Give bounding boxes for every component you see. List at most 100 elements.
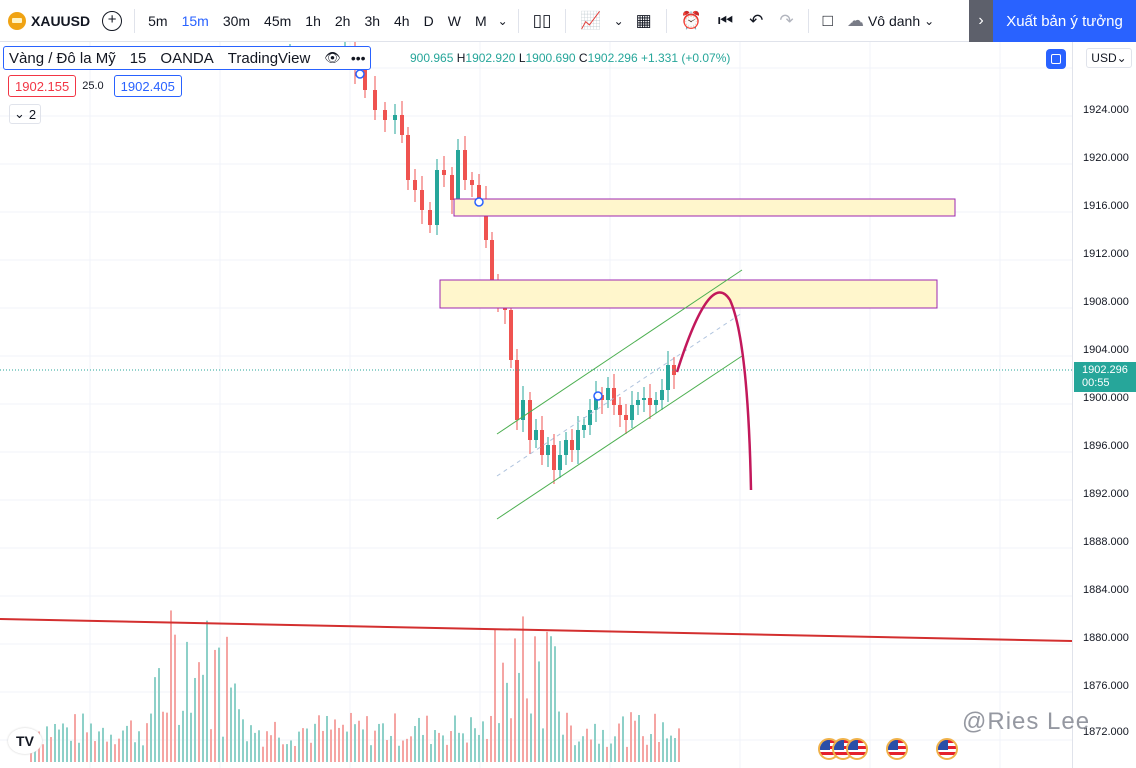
gold-symbol-icon (8, 11, 26, 30)
volume-bar (130, 720, 132, 762)
supply-zone-upper (453, 198, 956, 217)
volume-bar (206, 620, 208, 762)
us-flag-event-icon[interactable] (846, 738, 868, 760)
us-flag-event-icon[interactable] (886, 738, 908, 760)
volume-bar (454, 715, 456, 762)
volume-bar (678, 728, 680, 762)
volume-bar (670, 735, 672, 762)
volume-bar (66, 727, 68, 762)
volume-bar (490, 715, 492, 762)
open-value: 900.965 (410, 51, 454, 65)
replay-icon[interactable]: ⏮ (717, 10, 734, 30)
volume-bar (654, 713, 656, 762)
volume-bar (618, 723, 620, 762)
interval-d[interactable]: D (423, 12, 434, 29)
interval-1h[interactable]: 1h (305, 12, 321, 29)
volume-bar (278, 737, 280, 762)
volume-bar (382, 723, 384, 762)
price-chart[interactable] (0, 42, 1072, 768)
tradingview-logo[interactable]: TV (8, 728, 42, 754)
redo-icon[interactable]: ↷ (779, 10, 794, 30)
chevron-right-icon[interactable]: › (969, 0, 993, 42)
volume-bar (646, 744, 648, 762)
candle-body (406, 135, 410, 180)
volume-bar (306, 728, 308, 762)
cloud-icon: ☁ (846, 10, 864, 30)
volume-bar (366, 716, 368, 762)
magnet-icon[interactable] (1046, 49, 1066, 69)
volume-bar (430, 744, 432, 762)
candle-body (618, 405, 622, 415)
low-value: 1900.690 (525, 51, 576, 65)
price-axis[interactable]: 1924.000 1920.000 1916.000 1912.000 1908… (1072, 42, 1136, 768)
volume-bar (674, 738, 676, 762)
indicators-toggle[interactable]: ⌄ 2 (9, 104, 42, 124)
candlestick-icon[interactable]: ▯▯ (532, 10, 552, 30)
anchor-point (593, 391, 603, 401)
candle-body (450, 175, 454, 200)
sell-price-button[interactable]: 1902.155 (8, 75, 77, 97)
volume-bar (466, 742, 468, 762)
volume-bar (518, 672, 520, 762)
price-tick: 1880.000 (1083, 632, 1129, 644)
volume-bar (302, 728, 304, 762)
buy-price-button[interactable]: 1902.405 (113, 75, 182, 97)
price-tick: 1876.000 (1083, 680, 1129, 692)
us-flag-event-icon[interactable] (936, 738, 958, 760)
more-options-icon[interactable]: ••• (350, 50, 366, 66)
chevron-down-icon[interactable]: ⌄ (613, 13, 624, 28)
interval-w[interactable]: W (447, 12, 461, 29)
candle-body (654, 400, 658, 405)
volume-bar (526, 698, 528, 762)
fullscreen-icon[interactable]: □ (822, 10, 833, 30)
volume-bar (602, 729, 604, 762)
interval-3h[interactable]: 3h (364, 12, 381, 29)
interval-30m[interactable]: 30m (222, 12, 251, 29)
symbol-legend[interactable]: Vàng / Đô la Mỹ 15 OANDA TradingView 👁 •… (3, 46, 371, 70)
volume-bar (470, 717, 472, 762)
volume-bar (614, 736, 616, 762)
layout-grid-icon[interactable]: ▦ (635, 10, 652, 30)
currency-selector[interactable]: USD ⌄ (1086, 48, 1132, 68)
anchor-point (474, 197, 484, 207)
eye-icon[interactable]: 👁 (324, 50, 341, 65)
undo-icon[interactable]: ↶ (749, 10, 764, 30)
volume-bar (42, 744, 44, 762)
high-value: 1902.920 (465, 51, 516, 65)
candle-body (515, 360, 519, 420)
volume-bar (230, 687, 232, 762)
indicators-icon[interactable]: 📈 (580, 10, 602, 30)
candle-body (420, 190, 424, 210)
volume-bar (446, 744, 448, 762)
chevron-down-icon[interactable]: ⌄ (497, 13, 508, 28)
layout-name-button[interactable]: ☁ Vô danh ⌄ (841, 0, 944, 42)
volume-bar (174, 634, 176, 762)
interval-2h[interactable]: 2h (334, 12, 351, 29)
volume-bar (326, 715, 328, 762)
close-label: C (578, 51, 588, 65)
interval-15m[interactable]: 15m (181, 12, 209, 29)
symbol-search-button[interactable]: XAUUSD (0, 0, 98, 42)
publish-idea-button[interactable]: Xuất bản ý tưởng (993, 0, 1136, 42)
interval-5m[interactable]: 5m (148, 12, 168, 29)
volume-bar (594, 723, 596, 762)
interval-45m[interactable]: 45m (264, 12, 292, 29)
volume-bar (402, 740, 404, 762)
volume-bar (262, 746, 264, 762)
volume-bar (386, 739, 388, 762)
volume-bar (482, 721, 484, 762)
volume-bar (514, 638, 516, 762)
alert-clock-icon[interactable]: ⏰ (680, 10, 702, 30)
volume-bar (126, 725, 128, 762)
volume-bar (510, 718, 512, 762)
volume-bar (242, 719, 244, 762)
change-value: +1.331 (+0.07%) (640, 51, 731, 65)
volume-bar (634, 720, 636, 762)
interval-m[interactable]: M (474, 12, 487, 29)
volume-bar (122, 730, 124, 762)
volume-bar (334, 719, 336, 762)
compare-symbol-icon[interactable]: + (102, 10, 123, 31)
interval-4h[interactable]: 4h (394, 12, 410, 29)
volume-bar (58, 729, 60, 762)
low-label: L (518, 51, 526, 65)
